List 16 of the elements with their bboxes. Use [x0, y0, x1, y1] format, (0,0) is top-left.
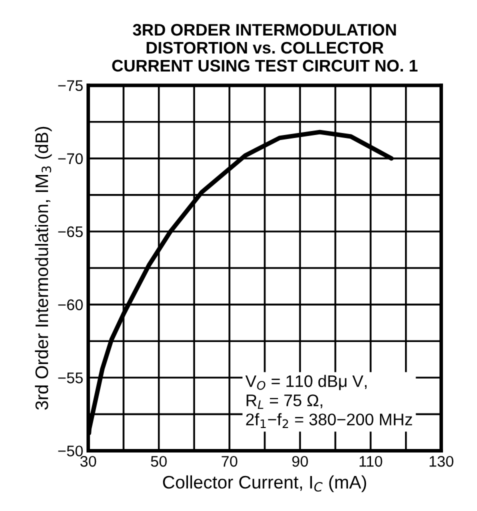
chart-title: 3RD ORDER INTERMODULATION DISTORTION vs. COLLECTOR CURRENT USING TEST CIRCUIT NO. 1 [112, 24, 418, 72]
y-tick-label: −70 [58, 153, 83, 164]
y-tick-label: −75 [58, 80, 83, 92]
x-tick-label: 70 [222, 456, 238, 467]
y-axis-title: 3rd Order Intermodulation, IM$_{3}$ (dB) [34, 126, 52, 410]
x-tick-label: 130 [430, 456, 454, 467]
text: V$_{O}$ = 110 dBμ V, R$_{L}$ = 75 Ω, 2f$_{1}$−f$_{2}$ = 380−200 MHz [245, 374, 412, 428]
x-tick-label: 110 [360, 456, 382, 467]
x-axis-title: Collector Current, I$_{C}$ (mA) [163, 475, 366, 492]
y-tick-label: −55 [58, 372, 83, 384]
y-tick-label: −50 [58, 446, 83, 456]
x-tick-label: 50 [150, 456, 167, 467]
y-tick-label: −60 [58, 299, 83, 310]
x-tick-label: 90 [292, 456, 308, 467]
y-tick-label: −65 [58, 226, 83, 238]
x-tick-label: 30 [80, 456, 96, 467]
